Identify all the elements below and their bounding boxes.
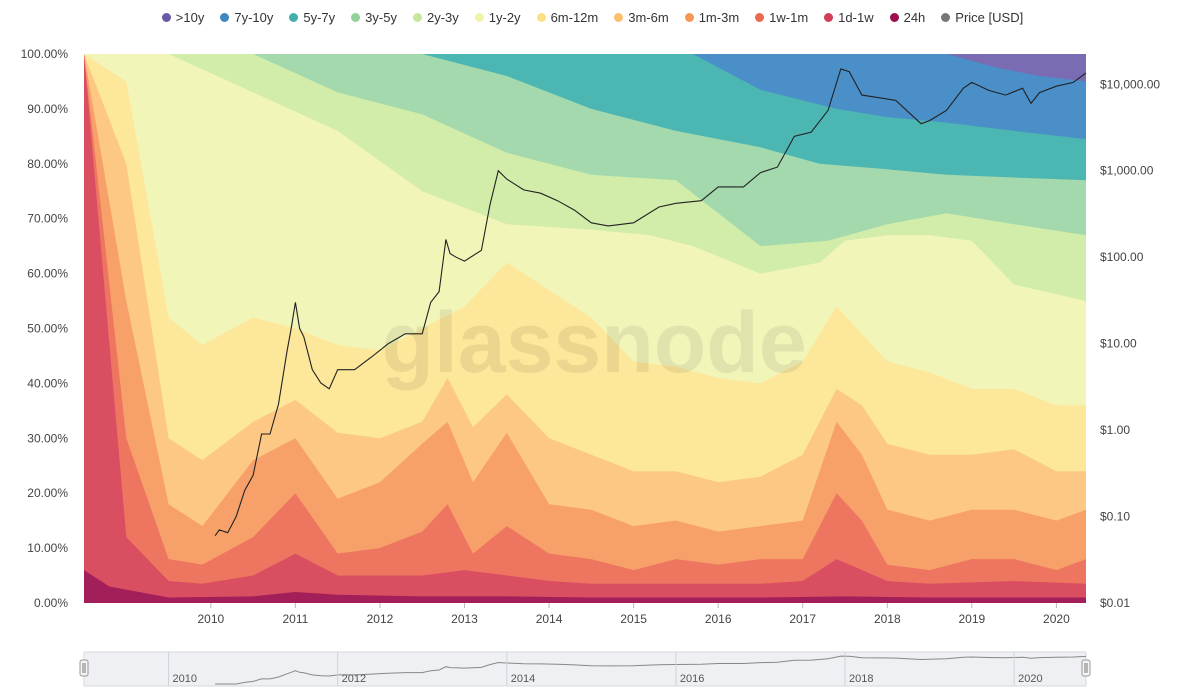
y-right-tick: $10.00 (1100, 337, 1137, 351)
x-tick: 2014 (536, 612, 563, 626)
y-right-tick: $100.00 (1100, 250, 1144, 264)
legend-label: 3y-5y (365, 10, 397, 25)
legend-dot-icon (755, 13, 765, 22)
x-tick: 2013 (451, 612, 478, 626)
navigator-tick: 2010 (173, 673, 197, 685)
legend-dot-icon (351, 13, 361, 22)
y-left-tick: 40.00% (27, 376, 68, 390)
legend-item[interactable]: 1w-1m (755, 10, 808, 25)
x-tick: 2019 (958, 612, 985, 626)
x-tick: 2015 (620, 612, 647, 626)
legend-dot-icon (474, 13, 484, 22)
legend-item[interactable]: >10y (161, 10, 205, 25)
legend-label: 1d-1w (838, 10, 874, 25)
range-navigator[interactable]: 2010 2012 2014 2016 2018 2020 (79, 651, 1091, 687)
legend-label: 7y-10y (234, 10, 274, 25)
x-tick: 2020 (1043, 612, 1070, 626)
legend-label: 2y-3y (426, 10, 459, 25)
legend-dot-icon (941, 13, 951, 22)
legend-label: 3m-6m (628, 10, 669, 25)
legend-label: Price [USD] (955, 10, 1024, 25)
y-left-tick: 30.00% (27, 431, 68, 445)
legend-label: 1w-1m (769, 10, 809, 25)
legend-item[interactable]: 6m-12m (536, 10, 599, 25)
bands (84, 54, 1086, 603)
y-left-tick: 90.00% (27, 102, 68, 116)
band-1m3m (84, 54, 1086, 603)
navigator-tick: 2014 (511, 673, 535, 685)
legend-label: 24h (903, 10, 926, 25)
y-left-tick: 50.00% (27, 322, 68, 336)
legend-item[interactable]: Price [USD] (941, 10, 1023, 25)
legend-label: 5y-7y (303, 10, 336, 25)
y-left-tick: 70.00% (27, 212, 68, 226)
y-right-tick: $0.10 (1100, 510, 1130, 524)
legend-dot-icon (684, 13, 694, 22)
y-left-tick: 100.00% (21, 47, 69, 61)
navigator-tick: 2018 (849, 673, 873, 685)
y-left-tick: 10.00% (27, 541, 68, 555)
legend-dot-icon (536, 13, 546, 22)
y-left-tick: 60.00% (27, 267, 68, 281)
legend-dot-icon (161, 13, 171, 22)
navigator-tick: 2016 (680, 673, 704, 685)
legend-dot-icon (614, 13, 624, 22)
x-tick: 2017 (789, 612, 816, 626)
chart-legend: >10y 7y-10y 5y-7y 3y-5y 2y-3y 1y-2y 6m-12m 3m-6… (0, 10, 1185, 25)
y-right-tick: $0.01 (1100, 596, 1130, 610)
legend-item[interactable]: 1y-2y (474, 10, 521, 25)
legend-item[interactable]: 5y-7y (289, 10, 335, 25)
legend-dot-icon (220, 13, 230, 22)
x-tick: 2010 (197, 612, 224, 626)
legend-item[interactable]: 2y-3y (412, 10, 459, 25)
watermark: glassnode (381, 295, 806, 391)
legend-item[interactable]: 1m-3m (684, 10, 740, 25)
legend-label: 1y-2y (488, 10, 521, 25)
navigator-left-handle[interactable] (79, 659, 89, 677)
x-tick: 2012 (367, 612, 394, 626)
x-tick: 2016 (705, 612, 732, 626)
y-left-tick: 80.00% (27, 157, 68, 171)
legend-dot-icon (289, 13, 299, 22)
legend-item[interactable]: 3m-6m (614, 10, 669, 25)
legend-label: 6m-12m (550, 10, 599, 25)
legend-label: 1m-3m (698, 10, 740, 25)
band-24h (84, 570, 1086, 603)
navigator-tick: 2020 (1018, 673, 1042, 685)
y-left-tick: 0.00% (34, 596, 68, 610)
y-left-tick: 20.00% (27, 486, 68, 500)
legend-item[interactable]: 1d-1w (824, 10, 874, 25)
navigator-price-line (215, 655, 1087, 685)
y-right-tick: $1,000.00 (1100, 164, 1154, 178)
legend-dot-icon (889, 13, 899, 22)
legend-item[interactable]: 7y-10y (220, 10, 273, 25)
x-tick: 2018 (874, 612, 901, 626)
y-right-tick: $10,000.00 (1100, 77, 1160, 91)
legend-item[interactable]: 3y-5y (351, 10, 397, 25)
legend-item[interactable]: 24h (889, 10, 926, 25)
price-line (214, 68, 1087, 537)
legend-label: >10y (175, 10, 205, 25)
navigator-tick: 2012 (342, 673, 366, 685)
y-right-tick: $1.00 (1100, 423, 1130, 437)
legend-dot-icon (412, 13, 422, 22)
navigator-track[interactable] (83, 651, 1087, 687)
legend-dot-icon (824, 13, 834, 22)
x-tick: 2011 (282, 612, 308, 626)
navigator-right-handle[interactable] (1081, 659, 1091, 677)
